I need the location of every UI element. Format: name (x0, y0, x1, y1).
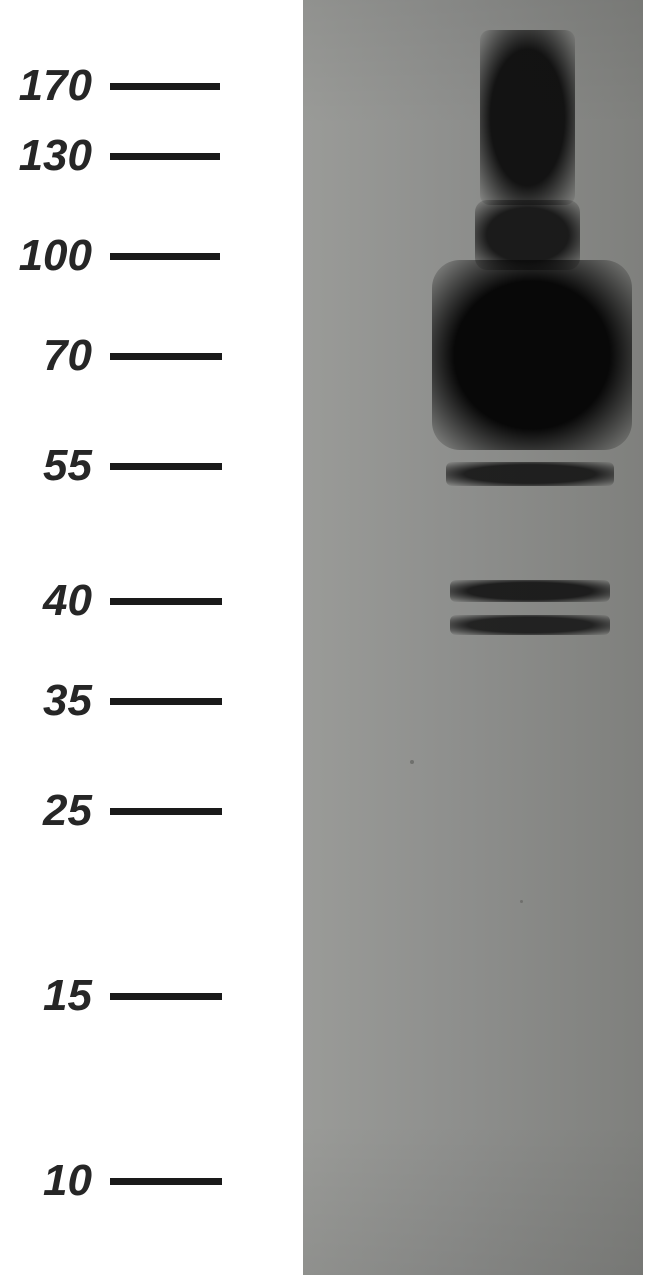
ladder-tick (110, 808, 222, 815)
ladder-marker-170: 170 (0, 61, 300, 111)
ladder-marker-55: 55 (0, 441, 300, 491)
ladder-label: 170 (0, 61, 110, 111)
band-band-40-upper (450, 580, 610, 602)
ladder-label: 100 (0, 231, 110, 281)
ladder-marker-130: 130 (0, 131, 300, 181)
ladder-label: 40 (0, 576, 110, 626)
band-band-40-lower (450, 615, 610, 635)
ladder-label: 15 (0, 971, 110, 1021)
ladder-marker-70: 70 (0, 331, 300, 381)
western-blot-strip (303, 0, 643, 1275)
ladder-marker-25: 25 (0, 786, 300, 836)
band-main-blob (432, 260, 632, 450)
ladder-tick (110, 698, 222, 705)
ladder-label: 70 (0, 331, 110, 381)
film-shade (303, 0, 643, 1275)
ladder-marker-10: 10 (0, 1156, 300, 1206)
ladder-label: 10 (0, 1156, 110, 1206)
molecular-weight-ladder: 170 130 100 70 55 40 35 25 15 10 (0, 0, 300, 1275)
ladder-tick (110, 353, 222, 360)
ladder-label: 130 (0, 131, 110, 181)
band-top-smear (480, 30, 575, 205)
ladder-tick (110, 253, 220, 260)
band-band-55 (446, 462, 614, 486)
film-speck (410, 760, 414, 764)
film-speck (520, 900, 523, 903)
ladder-marker-15: 15 (0, 971, 300, 1021)
ladder-tick (110, 993, 222, 1000)
ladder-label: 35 (0, 676, 110, 726)
ladder-tick (110, 463, 222, 470)
ladder-marker-35: 35 (0, 676, 300, 726)
ladder-tick (110, 1178, 222, 1185)
ladder-marker-100: 100 (0, 231, 300, 281)
ladder-marker-40: 40 (0, 576, 300, 626)
ladder-label: 55 (0, 441, 110, 491)
ladder-label: 25 (0, 786, 110, 836)
ladder-tick (110, 598, 222, 605)
ladder-tick (110, 83, 220, 90)
ladder-tick (110, 153, 220, 160)
